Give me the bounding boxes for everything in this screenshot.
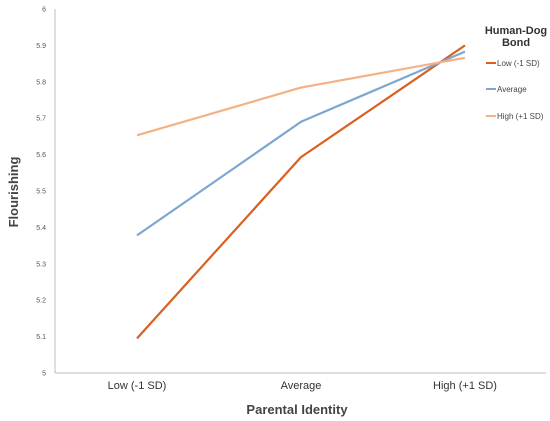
y-axis-title: Flourishing [6, 157, 21, 228]
y-tick-label: 5.7 [36, 116, 46, 123]
legend: Human-Dog Bond Low (-1 SD) Average High (+… [485, 25, 547, 121]
x-tick-label: Low (-1 SD) [108, 380, 167, 392]
series-line-3 [136, 56, 466, 137]
x-axis-title: Parental Identity [246, 402, 348, 417]
y-tick-label: 5.4 [36, 225, 46, 232]
y-tick-label: 5.8 [36, 79, 46, 86]
y-tick-label: 5 [42, 371, 46, 378]
y-tick-label: 5.1 [36, 334, 46, 341]
series-line-2 [136, 50, 466, 237]
y-tick-label: 5.5 [36, 189, 46, 196]
y-tick-label: 5.3 [36, 261, 46, 268]
legend-label: High (+1 SD) [497, 112, 544, 121]
y-tick-label: 5.9 [36, 43, 46, 50]
y-tick-label: 6 [42, 7, 46, 14]
legend-label: Low (-1 SD) [497, 59, 540, 68]
series-line-1 [136, 44, 466, 340]
legend-title-line-2: Bond [502, 37, 530, 49]
legend-label: Average [497, 85, 527, 94]
y-axis: 5 5.1 5.2 5.3 5.4 5.5 5.6 5.7 5.8 5.9 6 [36, 7, 56, 378]
x-axis: Low (-1 SD) Average High (+1 SD) [55, 372, 546, 392]
y-tick-label: 5.6 [36, 152, 46, 159]
series-group [136, 44, 466, 340]
y-tick-label: 5.2 [36, 298, 46, 305]
x-tick-label: Average [281, 380, 322, 392]
legend-title-line-1: Human-Dog [485, 25, 547, 37]
x-tick-label: High (+1 SD) [433, 380, 497, 392]
